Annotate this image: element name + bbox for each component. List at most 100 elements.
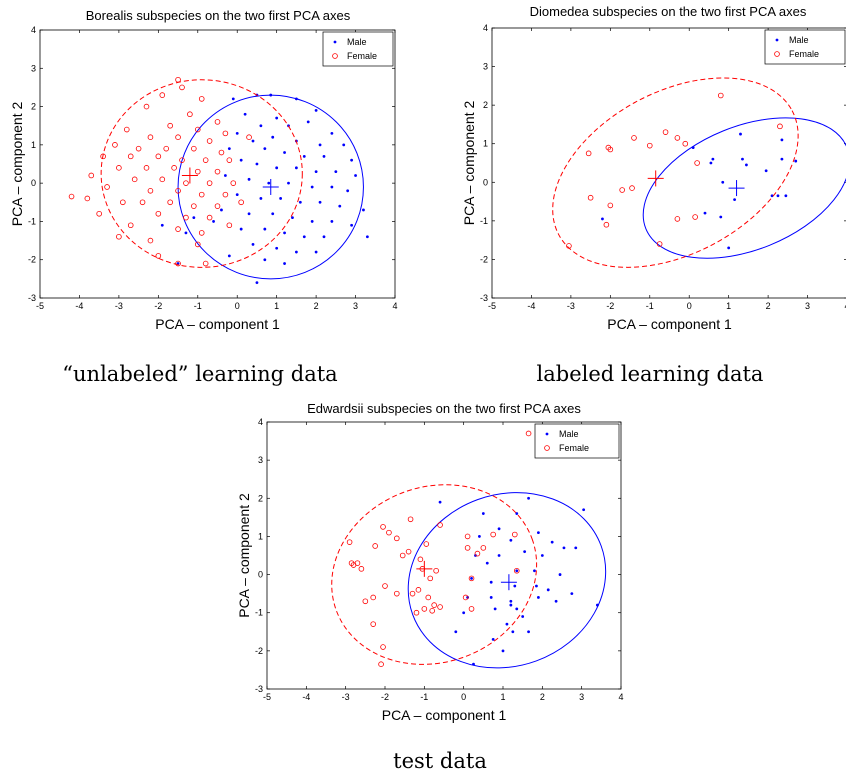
male-data-point bbox=[350, 158, 354, 162]
female-data-point bbox=[175, 188, 181, 194]
male-data-point bbox=[691, 146, 695, 149]
female-data-point bbox=[206, 214, 213, 221]
female-data-point bbox=[202, 260, 209, 267]
female-data-point bbox=[717, 92, 724, 99]
edwardsii-x-axis-label: PCA – component 1 bbox=[382, 707, 507, 723]
female-data-point bbox=[464, 533, 471, 540]
female-data-point bbox=[191, 203, 197, 209]
male-data-point bbox=[462, 611, 466, 615]
male-data-point bbox=[239, 227, 243, 231]
male-data-point bbox=[306, 120, 310, 124]
x-tick-label: -3 bbox=[567, 301, 575, 311]
male-data-point bbox=[354, 174, 357, 177]
male-data-point bbox=[160, 223, 164, 227]
female-data-point bbox=[423, 541, 430, 547]
male-data-point bbox=[267, 181, 271, 185]
female-data-point bbox=[462, 594, 469, 601]
female-data-point bbox=[631, 135, 637, 141]
male-data-point bbox=[291, 216, 294, 220]
male-data-point bbox=[509, 538, 513, 542]
female-data-point bbox=[96, 210, 102, 217]
female-data-point bbox=[370, 594, 377, 601]
male-data-point bbox=[574, 546, 578, 550]
female-data-point bbox=[431, 602, 437, 608]
female-data-point bbox=[421, 606, 428, 612]
female-confidence-ellipse bbox=[331, 484, 538, 665]
edwardsii-legend: Male Female bbox=[534, 423, 620, 459]
male-data-point bbox=[719, 215, 723, 219]
female-data-point bbox=[468, 606, 475, 612]
male-data-point bbox=[481, 512, 485, 515]
legend-female-label: Female bbox=[347, 51, 377, 61]
female-data-point bbox=[433, 567, 439, 574]
male-data-point bbox=[212, 220, 215, 223]
legend-male-label: Male bbox=[347, 37, 367, 47]
x-tick-label: -5 bbox=[36, 301, 44, 311]
male-data-point bbox=[505, 622, 509, 626]
female-data-point bbox=[525, 430, 532, 437]
male-data-point bbox=[562, 546, 566, 550]
male-data-point bbox=[489, 580, 493, 584]
female-data-point bbox=[147, 237, 154, 244]
x-tick-label: -1 bbox=[646, 301, 654, 311]
male-data-point bbox=[330, 185, 334, 189]
male-data-point bbox=[251, 139, 255, 143]
legend-male-label: Male bbox=[789, 35, 809, 45]
female-data-point bbox=[380, 644, 386, 650]
male-data-point bbox=[227, 147, 231, 151]
y-tick-label: 2 bbox=[483, 100, 488, 110]
female-data-point bbox=[104, 184, 110, 190]
male-data-point bbox=[294, 166, 298, 170]
female-data-point bbox=[662, 129, 669, 135]
male-data-point bbox=[283, 151, 286, 154]
female-data-point bbox=[143, 103, 150, 110]
male-data-point bbox=[550, 540, 554, 544]
male-data-point bbox=[780, 138, 784, 142]
y-tick-label: -3 bbox=[480, 293, 488, 303]
y-tick-label: 1 bbox=[258, 531, 263, 541]
male-data-point bbox=[279, 197, 283, 200]
female-data-point bbox=[405, 548, 412, 555]
female-data-point bbox=[155, 153, 162, 160]
female-data-point bbox=[120, 199, 126, 206]
female-data-point bbox=[437, 522, 443, 528]
y-tick-label: 4 bbox=[31, 25, 36, 35]
y-tick-label: 3 bbox=[258, 455, 263, 465]
female-data-point bbox=[226, 222, 233, 229]
female-data-point bbox=[135, 145, 142, 152]
male-data-point bbox=[533, 569, 536, 573]
male-data-point bbox=[302, 235, 306, 239]
female-data-point bbox=[362, 598, 369, 605]
female-data-point bbox=[159, 92, 166, 98]
legend-female-label: Female bbox=[789, 49, 819, 59]
male-data-point bbox=[263, 258, 267, 262]
male-data-point bbox=[275, 116, 279, 120]
borealis-data-layer bbox=[68, 76, 369, 285]
borealis-caption: “unlabeled” learning data bbox=[62, 362, 337, 386]
female-data-point bbox=[474, 550, 481, 557]
y-tick-label: -1 bbox=[255, 608, 263, 618]
x-tick-label: -5 bbox=[263, 692, 271, 702]
y-tick-label: -2 bbox=[255, 646, 263, 656]
female-data-point bbox=[147, 134, 154, 141]
x-tick-label: -4 bbox=[527, 301, 535, 311]
male-data-point bbox=[231, 97, 235, 101]
edwardsii-data-layer bbox=[331, 430, 607, 669]
legend-box bbox=[764, 29, 846, 65]
female-data-point bbox=[206, 180, 213, 186]
x-tick-label: 0 bbox=[235, 301, 240, 311]
female-data-point bbox=[187, 111, 193, 118]
female-data-point bbox=[155, 253, 162, 259]
male-data-point bbox=[283, 262, 286, 265]
female-data-point bbox=[123, 126, 130, 133]
legend-male-marker bbox=[545, 432, 549, 436]
female-data-point bbox=[194, 241, 201, 248]
female-data-point bbox=[513, 567, 520, 574]
male-data-point bbox=[741, 157, 744, 161]
female-data-point bbox=[511, 531, 518, 538]
female-data-point bbox=[629, 185, 635, 191]
edwardsii-chart: Edwardsii subspecies on the two first PC… bbox=[236, 401, 624, 773]
y-tick-label: -1 bbox=[28, 216, 36, 226]
x-tick-label: -3 bbox=[115, 301, 123, 311]
